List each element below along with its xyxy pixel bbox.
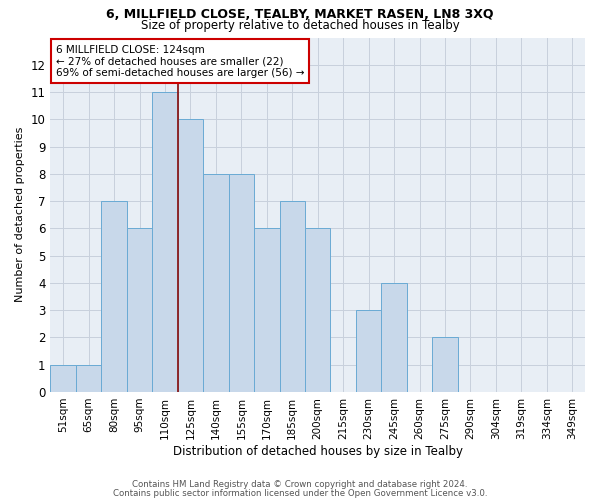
X-axis label: Distribution of detached houses by size in Tealby: Distribution of detached houses by size … <box>173 444 463 458</box>
Bar <box>382 283 407 392</box>
Text: Contains HM Land Registry data © Crown copyright and database right 2024.: Contains HM Land Registry data © Crown c… <box>132 480 468 489</box>
Y-axis label: Number of detached properties: Number of detached properties <box>15 127 25 302</box>
Bar <box>432 338 458 392</box>
Bar <box>76 364 101 392</box>
Bar <box>254 228 280 392</box>
Bar <box>356 310 382 392</box>
Bar <box>305 228 331 392</box>
Bar <box>280 201 305 392</box>
Text: 6, MILLFIELD CLOSE, TEALBY, MARKET RASEN, LN8 3XQ: 6, MILLFIELD CLOSE, TEALBY, MARKET RASEN… <box>106 8 494 20</box>
Bar <box>127 228 152 392</box>
Bar <box>152 92 178 392</box>
Bar <box>178 120 203 392</box>
Text: Contains public sector information licensed under the Open Government Licence v3: Contains public sector information licen… <box>113 488 487 498</box>
Text: 6 MILLFIELD CLOSE: 124sqm
← 27% of detached houses are smaller (22)
69% of semi-: 6 MILLFIELD CLOSE: 124sqm ← 27% of detac… <box>56 44 304 78</box>
Bar <box>101 201 127 392</box>
Text: Size of property relative to detached houses in Tealby: Size of property relative to detached ho… <box>140 19 460 32</box>
Bar <box>50 364 76 392</box>
Bar <box>229 174 254 392</box>
Bar <box>203 174 229 392</box>
